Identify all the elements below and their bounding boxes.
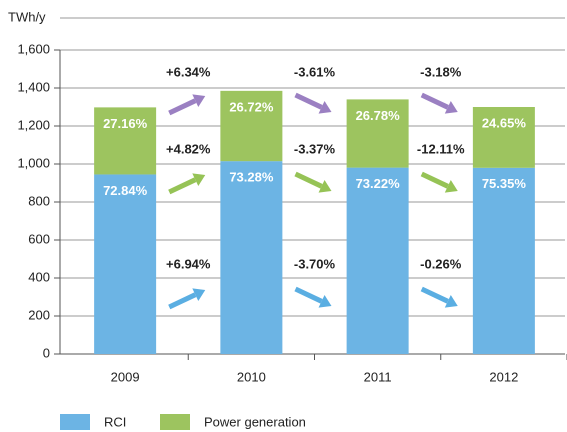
y-tick-label: 200 bbox=[28, 307, 50, 322]
change-label: -3.70% bbox=[294, 256, 336, 271]
x-tick-label: 2009 bbox=[111, 369, 140, 384]
change-arrow-head bbox=[192, 94, 206, 108]
legend-label: Power generation bbox=[204, 414, 306, 429]
change-arrow-shaft bbox=[294, 171, 323, 189]
share-label: 26.78% bbox=[356, 108, 401, 123]
change-arrow-shaft bbox=[168, 177, 197, 195]
share-label: 73.28% bbox=[229, 170, 274, 185]
change-label: -3.18% bbox=[420, 64, 462, 79]
bar-segment bbox=[220, 90, 283, 162]
y-tick-label: 1,600 bbox=[17, 41, 50, 56]
change-arrow-shaft bbox=[168, 292, 197, 310]
bar-segment bbox=[346, 99, 409, 168]
share-label: 24.65% bbox=[482, 115, 527, 130]
share-label: 26.72% bbox=[229, 99, 274, 114]
y-tick-label: 1,400 bbox=[17, 79, 50, 94]
change-label: -0.26% bbox=[420, 256, 462, 271]
change-label: -12.11% bbox=[417, 141, 465, 156]
y-tick-label: 400 bbox=[28, 269, 50, 284]
share-label: 73.22% bbox=[356, 176, 401, 191]
y-tick-label: 800 bbox=[28, 193, 50, 208]
y-axis-label: TWh/y bbox=[8, 9, 46, 24]
change-label: +6.34% bbox=[166, 64, 211, 79]
x-tick-label: 2012 bbox=[489, 369, 518, 384]
x-tick-label: 2010 bbox=[237, 369, 266, 384]
change-arrow-shaft bbox=[420, 286, 449, 304]
change-arrow-head bbox=[318, 294, 332, 308]
change-arrow-shaft bbox=[294, 92, 323, 110]
change-label: +4.82% bbox=[166, 141, 211, 156]
bar-segment bbox=[346, 167, 409, 354]
bar-segment bbox=[472, 107, 535, 168]
change-label: -3.61% bbox=[294, 64, 336, 79]
y-tick-label: 1,200 bbox=[17, 117, 50, 132]
change-arrow-head bbox=[192, 173, 206, 187]
change-arrow-head bbox=[444, 100, 458, 114]
change-arrow-shaft bbox=[168, 98, 197, 116]
y-tick-label: 1,000 bbox=[17, 155, 50, 170]
share-label: 27.16% bbox=[103, 116, 148, 131]
change-arrow-head bbox=[318, 179, 332, 193]
bar-segment bbox=[94, 174, 157, 354]
change-arrow-head bbox=[444, 179, 458, 193]
change-arrow-shaft bbox=[294, 286, 323, 304]
bar-segment bbox=[220, 161, 283, 354]
bar-segment bbox=[94, 107, 157, 175]
change-label: -3.37% bbox=[294, 141, 336, 156]
change-arrow-head bbox=[318, 100, 332, 114]
change-arrow-shaft bbox=[420, 171, 449, 189]
legend-label: RCI bbox=[104, 414, 126, 429]
y-tick-label: 0 bbox=[43, 345, 50, 360]
change-arrow-head bbox=[192, 288, 206, 302]
legend-swatch bbox=[160, 414, 190, 430]
share-label: 75.35% bbox=[482, 176, 527, 191]
legend-swatch bbox=[60, 414, 90, 430]
share-label: 72.84% bbox=[103, 183, 148, 198]
change-label: +6.94% bbox=[166, 256, 211, 271]
change-arrow-shaft bbox=[420, 92, 449, 110]
x-tick-label: 2011 bbox=[364, 369, 392, 384]
change-arrow-head bbox=[444, 294, 458, 308]
bar-segment bbox=[472, 167, 535, 354]
y-tick-label: 600 bbox=[28, 231, 50, 246]
